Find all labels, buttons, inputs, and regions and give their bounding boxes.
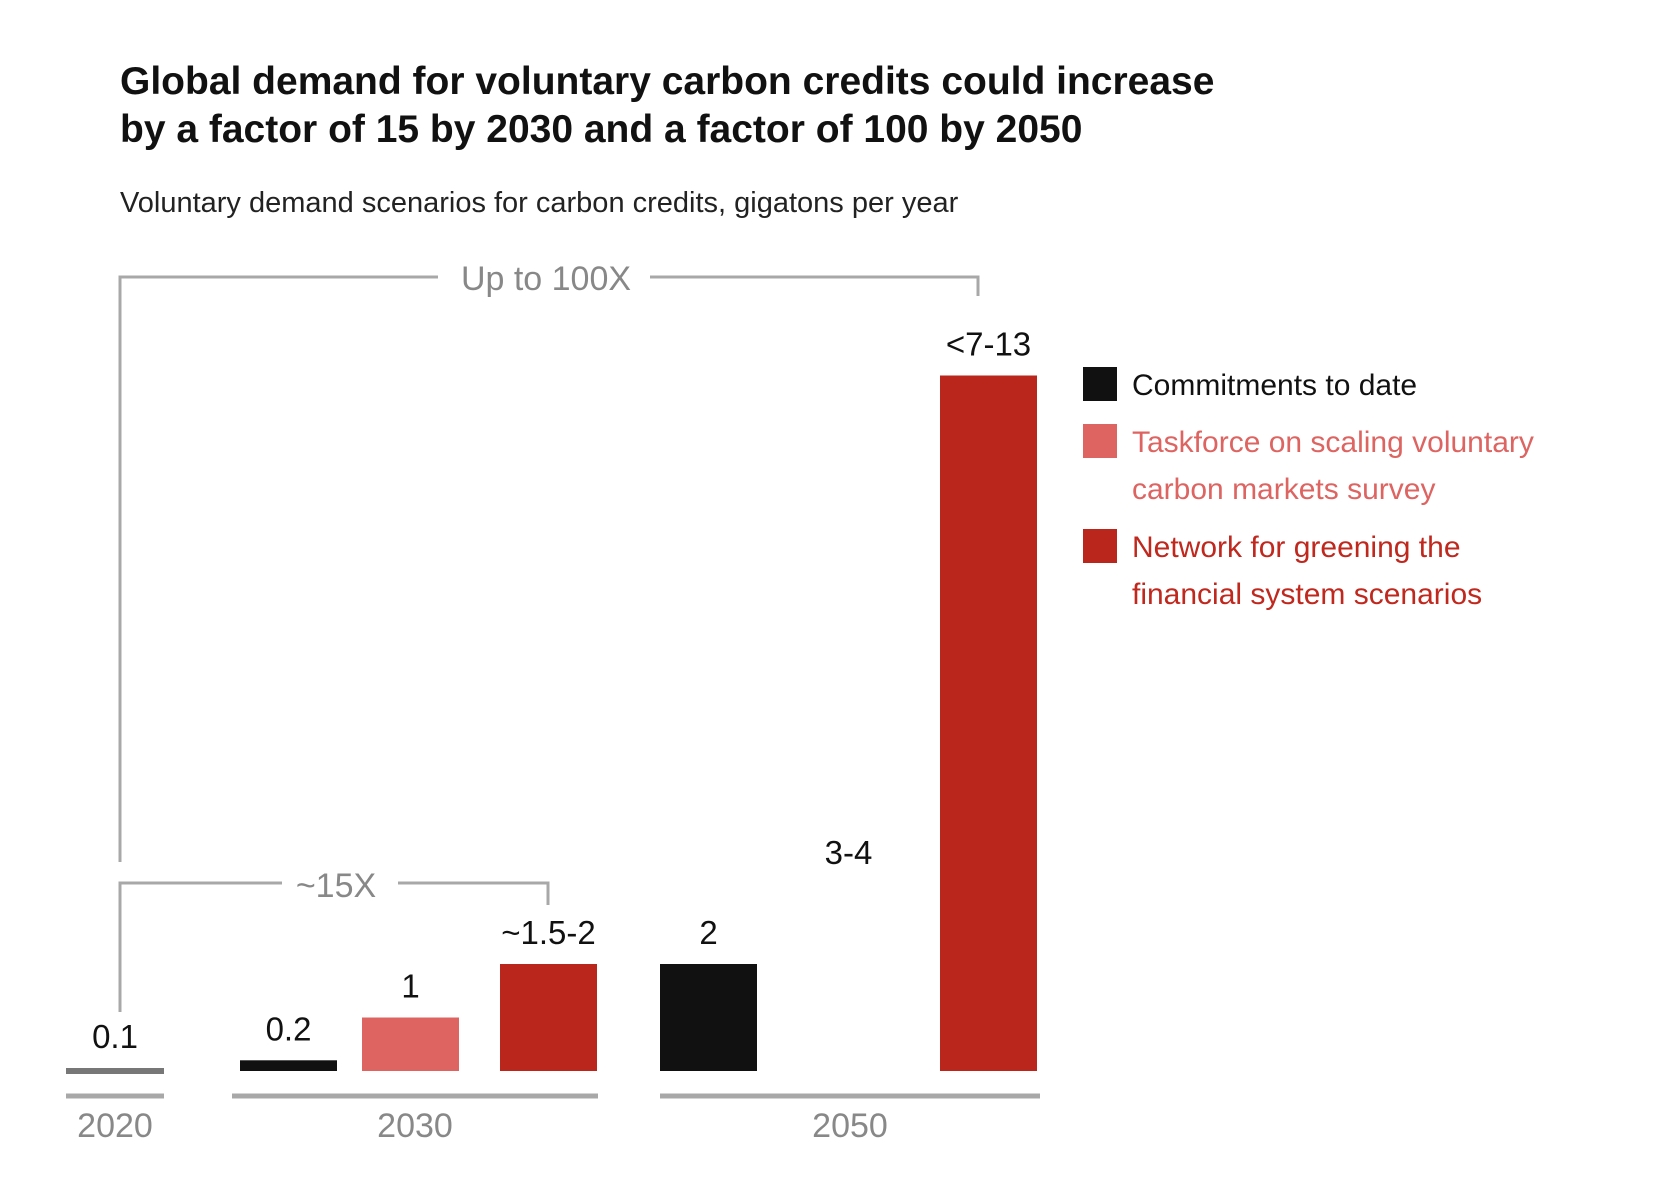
chart-title-line-1: Global demand for voluntary carbon credi… <box>120 60 1215 103</box>
legend-label-1-0: Taskforce on scaling voluntary <box>1132 426 1534 459</box>
legend-label-2-0: Network for greening the <box>1132 531 1461 564</box>
legend-label-2-1: financial system scenarios <box>1132 578 1482 611</box>
chart-subtitle: Voluntary demand scenarios for carbon cr… <box>120 187 959 219</box>
bracket-100x-gap <box>438 258 650 296</box>
chart-title-line-2: by a factor of 15 by 2030 and a factor o… <box>120 108 1083 151</box>
annotation-15x: ~15X <box>296 867 376 905</box>
year-label-2050: 2050 <box>812 1107 888 1145</box>
bar-2030-2 <box>500 964 597 1071</box>
legend-label-1-1: carbon markets survey <box>1132 473 1435 506</box>
bracket-100x <box>118 275 980 862</box>
chart-title: Global demand for voluntary carbon credi… <box>120 58 1420 154</box>
legend-swatch-1 <box>1083 424 1117 458</box>
bracket-15x-gap <box>282 866 398 900</box>
value-label-2030-1: 1 <box>401 968 419 1005</box>
legend-swatch-0 <box>1083 367 1117 401</box>
value-label-2030-0: 0.2 <box>266 1010 312 1047</box>
value-label-2050-1: 3-4 <box>825 834 873 871</box>
value-label-2050-2: <7-13 <box>946 326 1031 363</box>
bar-2030-0 <box>240 1060 337 1071</box>
value-label-2050-0: 2 <box>699 914 717 951</box>
legend-swatch-2 <box>1083 529 1117 563</box>
year-label-2030: 2030 <box>377 1107 453 1145</box>
annotation-100x: Up to 100X <box>461 260 631 298</box>
legend-label-0-0: Commitments to date <box>1132 369 1417 402</box>
bar-2020-0 <box>66 1068 164 1074</box>
value-label-2020-0: 0.1 <box>92 1018 138 1055</box>
year-label-2020: 2020 <box>77 1107 153 1145</box>
bar-2050-2 <box>940 375 1037 1071</box>
bar-2030-1 <box>362 1017 459 1071</box>
value-label-2030-2: ~1.5-2 <box>501 914 596 951</box>
bar-2050-0 <box>660 964 757 1071</box>
